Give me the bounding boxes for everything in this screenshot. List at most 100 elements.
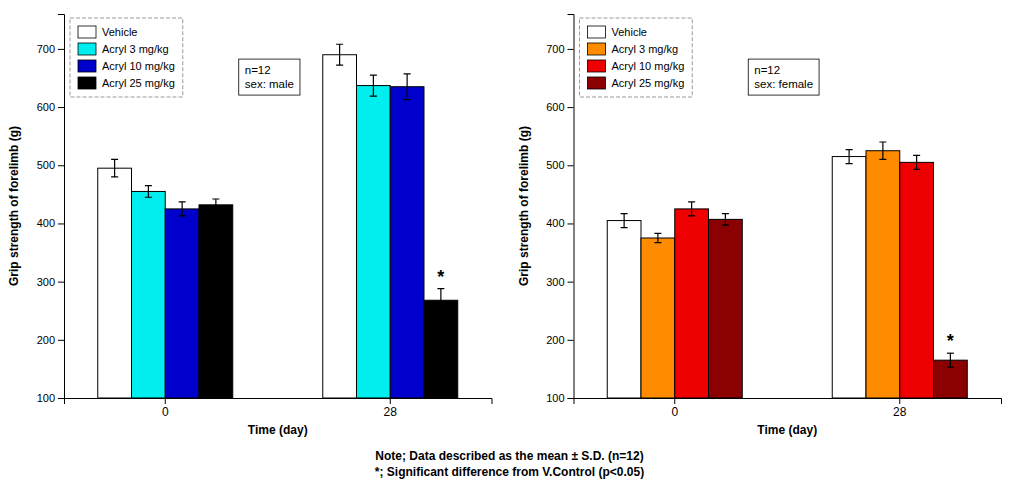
error-bar-stem (624, 214, 625, 228)
bar (98, 168, 132, 398)
error-bar (212, 199, 219, 211)
tick-mark (390, 398, 391, 404)
error-bar-cap (111, 176, 118, 177)
tick-mark (899, 398, 900, 404)
tick: 500 (546, 159, 573, 171)
tick: 0 (671, 398, 678, 419)
error-bar-cap (370, 95, 377, 96)
error-bar-stem (849, 150, 850, 164)
significance-marker: * (437, 267, 444, 287)
tick-label: 0 (162, 405, 169, 419)
error-bar-cap (722, 213, 729, 214)
panel: 100200300400500600700028Time (day)Grip s… (7, 15, 492, 438)
error-bar-cap (336, 44, 343, 45)
bar (357, 86, 391, 398)
tick-mark (674, 398, 675, 404)
tick-label: 700 (546, 43, 564, 55)
legend-label: Vehicle (612, 26, 647, 38)
tick-mark (568, 49, 574, 50)
error-bar-cap (179, 215, 186, 216)
tick-label: 400 (37, 217, 55, 229)
text-line: sex: male (245, 78, 294, 90)
legend-swatch (78, 43, 96, 55)
tick-label: 500 (546, 159, 564, 171)
annotation: n=12sex: male (245, 64, 294, 90)
tick-label: 700 (37, 43, 55, 55)
error-bar-stem (114, 159, 115, 176)
tick: 28 (893, 398, 907, 419)
y-axis-title: Grip strength of forelimb (g) (517, 126, 531, 286)
bar (323, 55, 357, 398)
error-bar-cap (437, 311, 444, 312)
annotation-frame (239, 59, 300, 95)
error-bar-cap (111, 159, 118, 160)
tick: 600 (37, 101, 64, 113)
significance-marker: * (947, 331, 954, 351)
bar (424, 300, 458, 398)
legend-swatch (588, 60, 606, 72)
error-bar-stem (950, 353, 951, 367)
error-bar-cap (145, 185, 152, 186)
axis-line (65, 399, 493, 405)
error-bar-cap (621, 213, 628, 214)
tick-mark (165, 398, 166, 404)
tick-mark (58, 398, 64, 399)
panel: 100200300400500600700028Time (day)Grip s… (517, 15, 1002, 438)
error-bar-stem (440, 289, 441, 312)
legend-item: Acryl 3 mg/kg (588, 43, 679, 55)
error-bar-cap (654, 242, 661, 243)
error-bar-cap (179, 201, 186, 202)
error-bar (722, 214, 729, 226)
tick-mark (58, 49, 64, 50)
tick-mark (568, 282, 574, 283)
legend: VehicleAcryl 3 mg/kgAcryl 10 mg/kgAcryl … (70, 18, 183, 97)
error-bar (404, 74, 411, 100)
legend-label: Vehicle (102, 26, 137, 38)
error-bar-stem (148, 186, 149, 198)
tick-label: 100 (546, 392, 564, 404)
tick-mark (58, 340, 64, 341)
tick: 600 (546, 101, 573, 113)
error-bar-stem (339, 44, 340, 65)
bar (675, 209, 709, 398)
error-bar-cap (404, 73, 411, 74)
series (709, 219, 968, 398)
legend-swatch (588, 26, 606, 38)
error-bar-cap (913, 169, 920, 170)
legend: VehicleAcryl 3 mg/kgAcryl 10 mg/kgAcryl … (580, 18, 693, 97)
tick: 100 (37, 392, 64, 404)
axis-line (568, 15, 575, 399)
error-bar-cap (437, 288, 444, 289)
tick: 700 (37, 43, 64, 55)
tick: 400 (546, 217, 573, 229)
error-bar (879, 142, 886, 159)
annotation-box: n=12sex: female (748, 59, 819, 95)
bar (390, 87, 424, 398)
tick: 100 (546, 392, 573, 404)
error-bar-cap (621, 227, 628, 228)
tick: 300 (546, 276, 573, 288)
error-bar-stem (407, 74, 408, 100)
tick: 200 (37, 334, 64, 346)
error-bar (846, 150, 853, 164)
tick-mark (58, 107, 64, 108)
legend-swatch (588, 43, 606, 55)
y-axis: 100200300400500600700 (37, 15, 65, 405)
axis-line (574, 399, 1002, 405)
error-bar-stem (691, 202, 692, 216)
tick-label: 28 (384, 405, 398, 419)
tick-mark (58, 282, 64, 283)
tick: 500 (37, 159, 64, 171)
legend-swatch (78, 60, 96, 72)
error-bar-cap (722, 225, 729, 226)
tick-label: 500 (37, 159, 55, 171)
error-bar-cap (846, 149, 853, 150)
legend-label: Acryl 3 mg/kg (102, 43, 169, 55)
error-bar-stem (182, 202, 183, 216)
tick-label: 0 (671, 405, 678, 419)
tick-mark (568, 340, 574, 341)
legend-item: Acryl 25 mg/kg (588, 77, 685, 89)
error-bar-stem (882, 142, 883, 159)
error-bar-stem (657, 233, 658, 242)
error-bar (111, 159, 118, 176)
